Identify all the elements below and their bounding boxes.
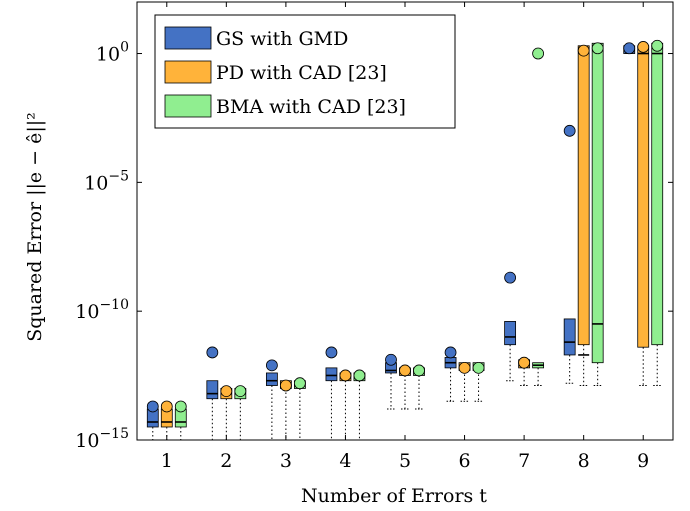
mean-marker	[518, 356, 531, 369]
x-tick-label: 3	[280, 450, 292, 472]
mean-marker	[577, 44, 590, 57]
y-tick-label: 10−10	[75, 297, 129, 323]
mean-marker	[385, 353, 397, 366]
y-tick-label: 100	[96, 40, 129, 66]
x-tick-label: 5	[399, 450, 411, 472]
mean-marker	[234, 385, 247, 398]
legend-label: BMA with CAD [23]	[216, 96, 406, 118]
box	[563, 318, 576, 356]
x-tick-label: 2	[220, 450, 232, 472]
mean-marker	[591, 42, 604, 55]
mean-marker	[220, 385, 233, 398]
x-tick-label: 7	[518, 450, 530, 472]
mean-marker	[532, 47, 545, 60]
mean-marker	[504, 271, 517, 284]
y-tick-label: 10−5	[84, 168, 129, 194]
x-tick-label: 4	[339, 450, 351, 472]
mean-marker	[651, 39, 664, 52]
mean-marker	[160, 400, 173, 413]
mean-marker	[472, 361, 485, 374]
mean-marker	[339, 369, 352, 382]
x-tick-label: 1	[161, 450, 173, 472]
mean-marker	[444, 346, 457, 359]
y-tick-label: 10−15	[75, 426, 129, 452]
mean-marker	[563, 124, 576, 137]
box	[577, 45, 590, 346]
mean-marker	[146, 400, 159, 413]
x-axis-title: Number of Errors t	[301, 485, 487, 507]
box	[325, 367, 338, 382]
mean-marker	[399, 364, 411, 377]
legend-label: PD with CAD [23]	[216, 62, 387, 84]
box	[265, 372, 278, 386]
x-tick-label: 8	[578, 450, 590, 472]
mean-marker	[206, 346, 219, 359]
mean-marker	[293, 377, 306, 390]
mean-marker	[174, 400, 187, 413]
box	[504, 321, 517, 346]
mean-marker	[413, 364, 425, 377]
box	[637, 45, 650, 348]
legend-swatch	[164, 26, 212, 50]
x-tick-label: 9	[637, 450, 649, 472]
box	[206, 380, 219, 400]
legend-swatch	[164, 94, 212, 118]
legend-swatch	[164, 60, 212, 84]
mean-marker	[265, 359, 278, 372]
mean-marker	[325, 346, 338, 359]
mean-marker	[279, 379, 292, 392]
legend-label: GS with GMD	[216, 28, 348, 50]
mean-marker	[623, 42, 636, 55]
y-axis-title: Squared Error ||e − ê||²	[24, 112, 46, 342]
box	[651, 42, 664, 346]
mean-marker	[637, 41, 650, 53]
mean-marker	[458, 361, 471, 374]
x-tick-label: 6	[459, 450, 471, 472]
mean-marker	[353, 369, 366, 382]
box	[591, 42, 604, 364]
